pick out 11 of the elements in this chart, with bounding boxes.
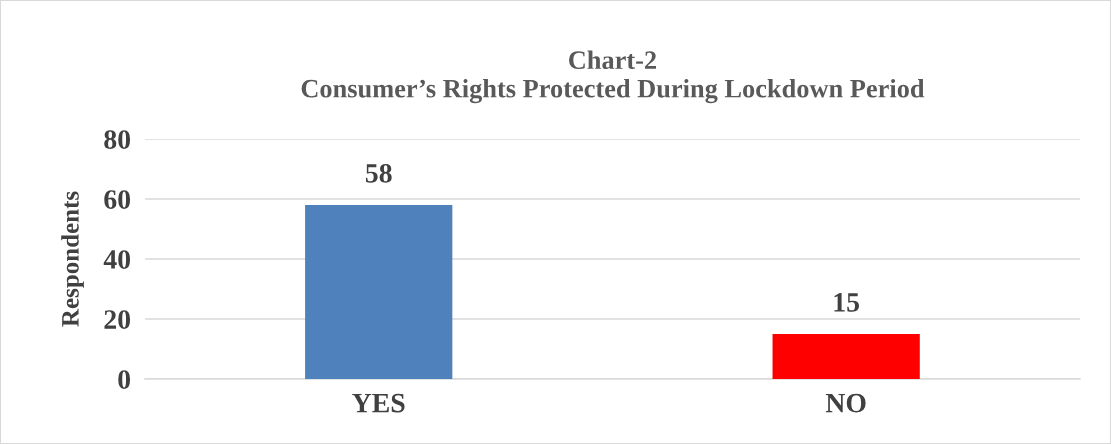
x-tick-label: YES: [352, 393, 405, 413]
y-tick-label: 20: [104, 310, 131, 329]
x-tick-label: NO: [825, 393, 866, 413]
y-axis-title: Respondents: [61, 191, 84, 327]
data-label: 58: [365, 163, 392, 183]
y-tick-label: 0: [118, 370, 131, 389]
chart-title: Chart-2 Consumer’s Rights Protected During Lockdown Period: [301, 50, 925, 104]
y-tick-label: 60: [104, 190, 131, 209]
y-tick-label: 80: [104, 130, 131, 149]
data-label: 15: [834, 293, 860, 312]
y-tick-label: 40: [103, 250, 131, 269]
